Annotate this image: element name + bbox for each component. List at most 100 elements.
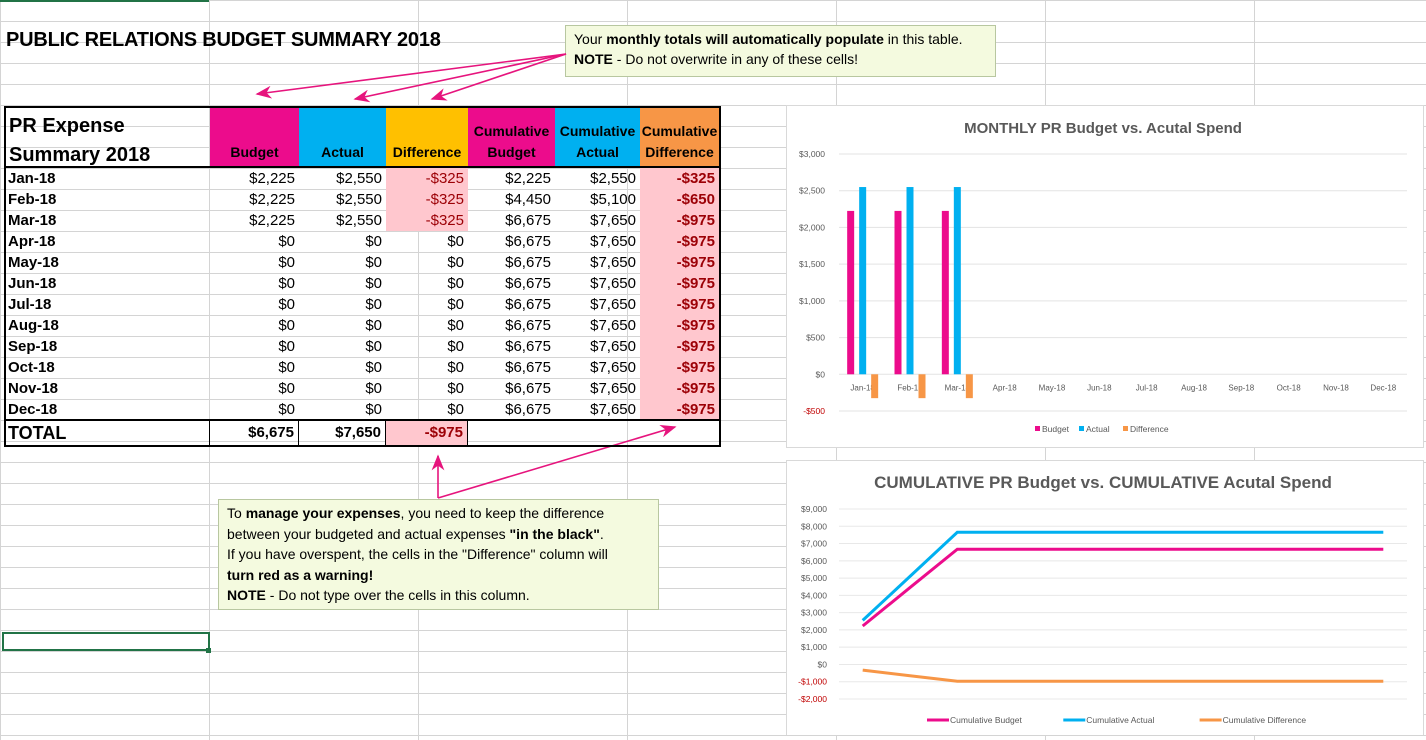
cd-cell[interactable]: -$975	[640, 336, 721, 357]
cb-cell[interactable]: $4,450	[505, 191, 551, 208]
budget-cell[interactable]: $0	[278, 359, 295, 376]
cb-cell[interactable]: $6,675	[505, 296, 551, 313]
month-cell[interactable]: Jul-18	[4, 294, 210, 315]
budget-cell[interactable]: $2,225	[249, 212, 295, 229]
budget-cell[interactable]: $0	[278, 317, 295, 334]
ca-cell[interactable]: $7,650	[590, 275, 636, 292]
ca-cell[interactable]: $7,650	[590, 296, 636, 313]
actual-cell[interactable]: $2,550	[336, 170, 382, 187]
month-cell[interactable]: Jun-18	[4, 273, 210, 294]
diff-cell[interactable]: $0	[447, 296, 464, 313]
cd-cell[interactable]: -$325	[640, 168, 721, 189]
actual-cell[interactable]: $2,550	[336, 191, 382, 208]
actual-cell[interactable]: $2,550	[336, 212, 382, 229]
month-cell[interactable]: Apr-18	[4, 231, 210, 252]
month-cell[interactable]: Sep-18	[4, 336, 210, 357]
ca-cell[interactable]: $7,650	[590, 401, 636, 418]
column-header-1[interactable]: Budget	[210, 106, 299, 168]
month-cell[interactable]: Nov-18	[4, 378, 210, 399]
month-cell[interactable]: Oct-18	[4, 357, 210, 378]
ca-cell[interactable]: $7,650	[590, 380, 636, 397]
diff-cell[interactable]: -$325	[386, 189, 468, 210]
budget-cell[interactable]: $0	[278, 380, 295, 397]
budget-cell[interactable]: $0	[278, 296, 295, 313]
budget-cell[interactable]: $0	[278, 254, 295, 271]
cb-cell[interactable]: $6,675	[505, 254, 551, 271]
cb-cell[interactable]: $2,225	[505, 170, 551, 187]
ca-cell[interactable]: $2,550	[590, 170, 636, 187]
cb-cell[interactable]: $6,675	[505, 359, 551, 376]
month-cell[interactable]: May-18	[4, 252, 210, 273]
ca-cell[interactable]: $7,650	[590, 254, 636, 271]
diff-cell[interactable]: $0	[447, 338, 464, 355]
ca-cell[interactable]: $7,650	[590, 338, 636, 355]
cb-cell[interactable]: $6,675	[505, 212, 551, 229]
actual-cell[interactable]: $0	[365, 317, 382, 334]
actual-cell[interactable]: $0	[365, 254, 382, 271]
diff-cell[interactable]: $0	[447, 254, 464, 271]
column-header-4[interactable]: Cumulative Budget	[468, 106, 555, 168]
total-actual-cell[interactable]: $7,650	[299, 421, 386, 445]
fill-handle[interactable]	[206, 648, 211, 653]
cd-cell[interactable]: -$975	[640, 399, 721, 420]
ca-cell[interactable]: $7,650	[590, 212, 636, 229]
actual-cell[interactable]: $0	[365, 233, 382, 250]
cd-cell[interactable]: -$975	[640, 231, 721, 252]
cd-cell[interactable]: -$975	[640, 252, 721, 273]
table-header-label[interactable]: PR Expense Summary 2018	[4, 106, 210, 168]
cd-cell[interactable]: -$975	[640, 294, 721, 315]
budget-cell[interactable]: $2,225	[249, 191, 295, 208]
budget-cell[interactable]: $0	[278, 401, 295, 418]
diff-cell[interactable]: $0	[447, 401, 464, 418]
cd-cell[interactable]: -$650	[640, 189, 721, 210]
total-label[interactable]: TOTAL	[6, 421, 210, 445]
actual-cell[interactable]: $0	[365, 296, 382, 313]
diff-cell[interactable]: $0	[447, 275, 464, 292]
actual-cell[interactable]: $0	[365, 275, 382, 292]
diff-cell[interactable]: -$325	[386, 168, 468, 189]
month-cell[interactable]: Jan-18	[4, 168, 210, 189]
monthly-chart[interactable]: MONTHLY PR Budget vs. Acutal Spend -$500 $…	[786, 105, 1424, 448]
selected-cell[interactable]	[2, 632, 210, 651]
diff-cell[interactable]: -$325	[386, 210, 468, 231]
cd-cell[interactable]: -$975	[640, 357, 721, 378]
cd-cell[interactable]: -$975	[640, 273, 721, 294]
y-tick-label: $9,000	[801, 504, 827, 514]
diff-cell[interactable]: $0	[447, 317, 464, 334]
month-cell[interactable]: Mar-18	[4, 210, 210, 231]
column-header-3[interactable]: Difference	[386, 106, 468, 168]
month-cell[interactable]: Feb-18	[4, 189, 210, 210]
cb-cell[interactable]: $6,675	[505, 401, 551, 418]
total-diff-cell[interactable]: -$975	[386, 421, 468, 445]
column-header-6[interactable]: Cumulative Difference	[640, 106, 721, 168]
budget-cell[interactable]: $0	[278, 338, 295, 355]
cd-cell[interactable]: -$975	[640, 378, 721, 399]
month-cell[interactable]: Aug-18	[4, 315, 210, 336]
ca-cell[interactable]: $5,100	[590, 191, 636, 208]
diff-cell[interactable]: $0	[447, 233, 464, 250]
diff-cell[interactable]: $0	[447, 380, 464, 397]
actual-cell[interactable]: $0	[365, 401, 382, 418]
cumulative-chart[interactable]: CUMULATIVE PR Budget vs. CUMULATIVE Acut…	[786, 460, 1424, 735]
ca-cell[interactable]: $7,650	[590, 233, 636, 250]
column-header-5[interactable]: Cumulative Actual	[555, 106, 640, 168]
cb-cell[interactable]: $6,675	[505, 233, 551, 250]
total-budget-cell[interactable]: $6,675	[210, 421, 299, 445]
actual-cell[interactable]: $0	[365, 338, 382, 355]
cb-cell[interactable]: $6,675	[505, 275, 551, 292]
actual-cell[interactable]: $0	[365, 359, 382, 376]
cd-cell[interactable]: -$975	[640, 315, 721, 336]
column-header-2[interactable]: Actual	[299, 106, 386, 168]
cb-cell[interactable]: $6,675	[505, 338, 551, 355]
diff-cell[interactable]: $0	[447, 359, 464, 376]
ca-cell[interactable]: $7,650	[590, 359, 636, 376]
month-cell[interactable]: Dec-18	[4, 399, 210, 420]
cb-cell[interactable]: $6,675	[505, 317, 551, 334]
ca-cell[interactable]: $7,650	[590, 317, 636, 334]
cb-cell[interactable]: $6,675	[505, 380, 551, 397]
cd-cell[interactable]: -$975	[640, 210, 721, 231]
budget-cell[interactable]: $2,225	[249, 170, 295, 187]
budget-cell[interactable]: $0	[278, 275, 295, 292]
budget-cell[interactable]: $0	[278, 233, 295, 250]
actual-cell[interactable]: $0	[365, 380, 382, 397]
